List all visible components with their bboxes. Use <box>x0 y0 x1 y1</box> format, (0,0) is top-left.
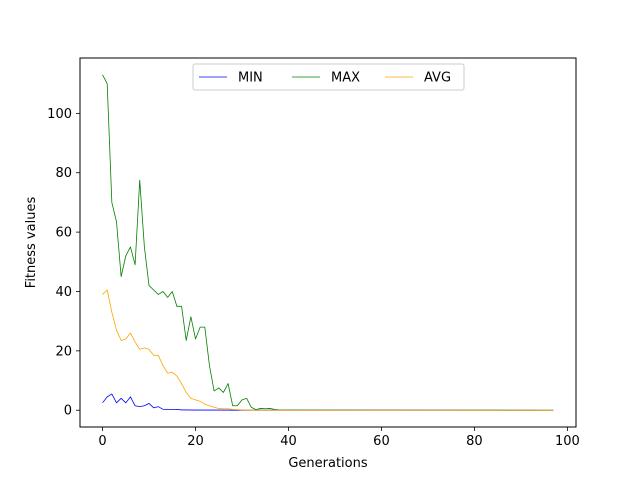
plot-frame <box>79 57 577 428</box>
legend: MIN MAX AVG <box>192 63 465 91</box>
x-tick-label: 60 <box>373 434 390 449</box>
y-tick-label: 40 <box>55 285 72 300</box>
x-tick-label: 0 <box>98 434 106 449</box>
x-tick-label: 100 <box>555 434 580 449</box>
series-line-max <box>102 74 554 411</box>
series-line-avg <box>102 289 554 411</box>
y-tick-label: 80 <box>55 166 72 181</box>
x-axis-label: Generations <box>288 456 368 471</box>
y-tick-label: 20 <box>55 344 72 359</box>
y-axis: 0 20 40 60 80 100 <box>47 107 80 419</box>
x-tick-label: 20 <box>187 434 204 449</box>
y-tick-label: 0 <box>64 404 72 419</box>
legend-label-min: MIN <box>238 71 263 86</box>
x-axis: 0 20 40 60 80 100 <box>98 427 580 449</box>
legend-label-max: MAX <box>331 71 360 86</box>
x-tick-label: 80 <box>466 434 483 449</box>
legend-box <box>192 63 465 91</box>
y-tick-label: 60 <box>55 226 72 241</box>
y-tick-label: 100 <box>47 107 72 122</box>
series-line-min <box>102 393 554 411</box>
x-tick-label: 40 <box>280 434 297 449</box>
series-layer <box>102 74 554 411</box>
y-axis-label: Fitness values <box>24 197 39 289</box>
legend-label-avg: AVG <box>424 71 451 86</box>
